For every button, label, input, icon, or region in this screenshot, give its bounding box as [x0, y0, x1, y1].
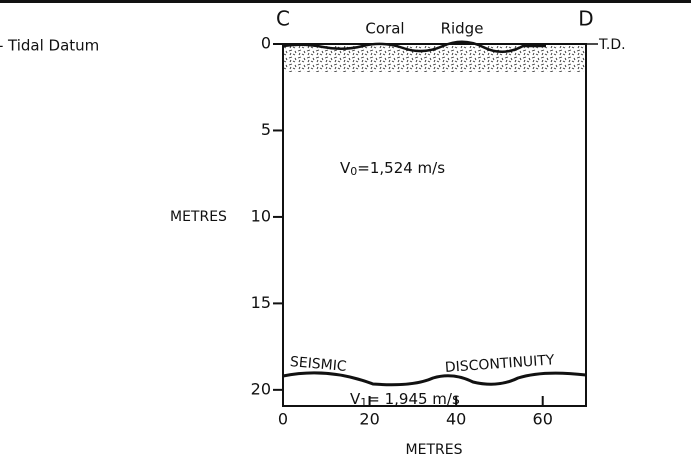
y-axis-label: METRES — [170, 209, 227, 225]
velocity-label: V1= 1,945 m/s — [350, 390, 460, 410]
legend: Tidal Datum — [7, 37, 99, 55]
top-edge — [0, 0, 691, 3]
y-tick-label: 15 — [251, 293, 271, 312]
y-tick-label: 20 — [251, 379, 271, 398]
velocity-symbol: V — [350, 390, 361, 408]
surface-label: Ridge — [441, 20, 484, 38]
x-tick-label: 40 — [446, 410, 466, 429]
velocity-symbol: V — [340, 159, 351, 177]
end-label: D — [578, 7, 593, 31]
ridge-surface — [282, 40, 546, 53]
velocity-subscript: 1 — [360, 396, 367, 409]
x-axis-label: METRES — [406, 442, 463, 458]
x-tick-label: 20 — [359, 410, 379, 429]
datum-label: T.D. — [598, 37, 626, 53]
boundary-label: SEISMIC — [289, 354, 347, 375]
surface-label: Coral — [365, 20, 404, 38]
velocity-value: = 1,945 m/s — [367, 390, 460, 408]
y-tick-label: 5 — [261, 120, 271, 139]
velocity-subscript: 0 — [350, 165, 357, 178]
boundary-label: DISCONTINUITY — [444, 352, 555, 376]
velocity-label: V0=1,524 m/s — [340, 159, 445, 179]
x-tick-label: 60 — [533, 410, 553, 429]
velocity-value: =1,524 m/s — [357, 159, 445, 177]
section-box — [282, 43, 587, 407]
legend-dash: - — [0, 37, 3, 55]
end-label: C — [276, 7, 290, 31]
discontinuity-line — [282, 371, 587, 387]
y-tick-label: 10 — [251, 206, 271, 225]
y-tick-label: 0 — [261, 34, 271, 53]
x-tick-label: 0 — [278, 410, 288, 429]
